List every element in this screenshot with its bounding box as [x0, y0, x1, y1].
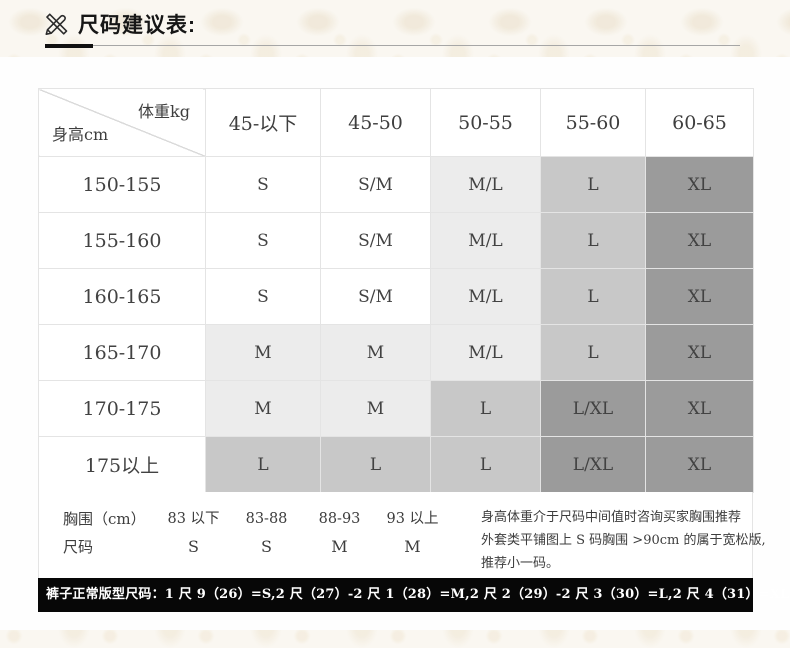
weight-column-header: 45-50 [320, 88, 431, 157]
chest-range-value: 83 以下 [167, 511, 220, 527]
size-cell: L [205, 436, 321, 493]
height-axis-label: 身高cm [52, 125, 109, 144]
chest-column: 83-88 S [230, 505, 303, 578]
size-cell: M [205, 380, 321, 437]
size-cell: S [205, 212, 321, 269]
height-row-label: 175以上 [38, 436, 206, 493]
size-cell: L [540, 212, 646, 269]
chest-size-value: M [404, 537, 421, 556]
size-cell: XL [645, 156, 754, 213]
pencil-ruler-icon [42, 11, 69, 38]
size-cell: M/L [430, 268, 541, 325]
title-underline-accent [45, 44, 93, 48]
chest-size-section: 胸围（cm） 尺码 83 以下 S 83-88 S 88-93 M 93 以上 … [38, 492, 766, 578]
chest-size-value: S [261, 537, 272, 556]
chest-size-label: 尺码 [63, 538, 94, 556]
title-underline [45, 44, 740, 48]
table-header-row: 体重kg 身高cm 45-以下 45-50 50-55 55-60 60-65 [38, 88, 754, 157]
table-row: 165-170 M M M/L L XL [38, 324, 754, 381]
size-cell: M [205, 324, 321, 381]
size-cell: M [320, 324, 431, 381]
weight-column-header: 60-65 [645, 88, 754, 157]
size-cell: M/L [430, 212, 541, 269]
size-cell: S/M [320, 268, 431, 325]
page-title: 尺码建议表: [78, 14, 196, 37]
height-row-label: 165-170 [38, 324, 206, 381]
weight-column-header: 50-55 [430, 88, 541, 157]
size-cell: S [205, 156, 321, 213]
size-cell: S/M [320, 156, 431, 213]
height-row-label: 150-155 [38, 156, 206, 213]
title-underline-line [93, 45, 740, 46]
size-cell: M/L [430, 156, 541, 213]
size-cell: L/XL [540, 380, 646, 437]
note-line: 身高体重介于尺码中间值时咨询买家胸围推荐 [481, 510, 742, 525]
size-cell: XL [645, 268, 754, 325]
size-cell: XL [645, 212, 754, 269]
size-cell: L [540, 268, 646, 325]
size-cell: XL [645, 324, 754, 381]
weight-column-header: 55-60 [540, 88, 646, 157]
table-row: 150-155 S S/M M/L L XL [38, 156, 754, 213]
size-cell: L [540, 324, 646, 381]
size-cell: S [205, 268, 321, 325]
size-cell: L [540, 156, 646, 213]
page-title-row: 尺码建议表: [42, 7, 196, 41]
size-cell: L [320, 436, 431, 493]
size-cell: M [320, 380, 431, 437]
table-row: 155-160 S S/M M/L L XL [38, 212, 754, 269]
chest-range-value: 83-88 [245, 511, 288, 527]
chest-column: 83 以下 S [157, 505, 230, 578]
corner-cell: 体重kg 身高cm [38, 88, 206, 157]
size-table: 体重kg 身高cm 45-以下 45-50 50-55 55-60 60-65 … [38, 88, 754, 493]
chest-column: 93 以上 M [376, 505, 449, 578]
chest-notes: 身高体重介于尺码中间值时咨询买家胸围推荐 外套类平铺图上 S 码胸围 >90cm… [481, 505, 766, 578]
size-cell: L [430, 436, 541, 493]
note-line: 推荐小一码。 [481, 556, 560, 571]
chest-range-value: 93 以上 [386, 511, 439, 527]
chest-range-value: 88-93 [318, 511, 361, 527]
chest-size-value: M [331, 537, 348, 556]
chest-column: 88-93 M [303, 505, 376, 578]
height-row-label: 160-165 [38, 268, 206, 325]
chest-range-label: 胸围（cm） [63, 510, 146, 528]
height-row-label: 155-160 [38, 212, 206, 269]
size-cell: XL [645, 436, 754, 493]
size-cell: XL [645, 380, 754, 437]
chest-size-value: S [188, 537, 199, 556]
size-cell: S/M [320, 212, 431, 269]
size-cell: M/L [430, 324, 541, 381]
height-row-label: 170-175 [38, 380, 206, 437]
weight-column-header: 45-以下 [205, 88, 321, 157]
weight-axis-label: 体重kg [138, 102, 190, 121]
size-cell: L [430, 380, 541, 437]
table-row: 175以上 L L L L/XL XL [38, 436, 754, 493]
table-row: 170-175 M M L L/XL XL [38, 380, 754, 437]
chest-labels: 胸围（cm） 尺码 [39, 505, 157, 578]
note-line: 外套类平铺图上 S 码胸围 >90cm 的属于宽松版, [481, 533, 766, 548]
size-cell: L/XL [540, 436, 646, 493]
pants-size-bar: 裤子正常版型尺码：1 尺 9（26）=S,2 尺（27）-2 尺 1（28）=M… [38, 578, 789, 612]
table-row: 160-165 S S/M M/L L XL [38, 268, 754, 325]
